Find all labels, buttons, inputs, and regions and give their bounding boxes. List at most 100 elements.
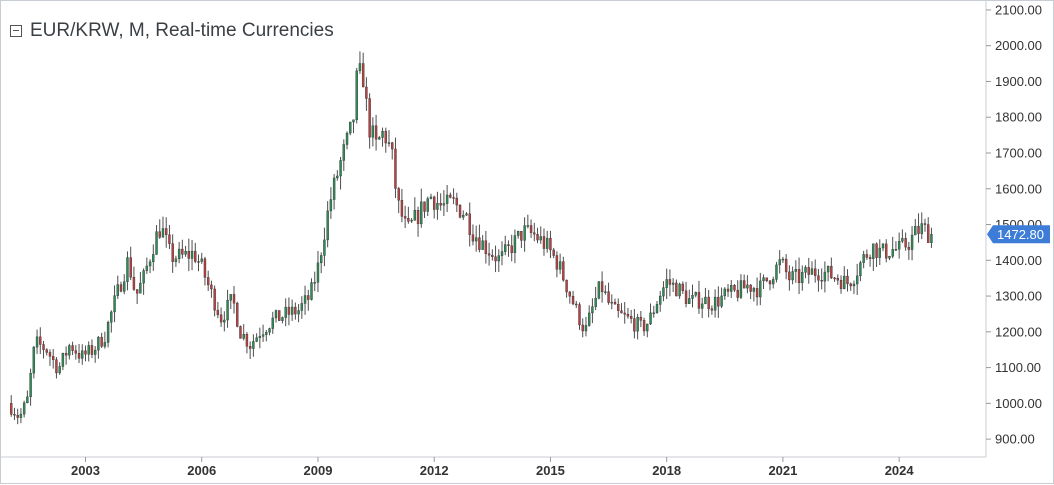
candles-layer — [10, 51, 933, 425]
candle — [717, 286, 720, 318]
candle — [604, 285, 607, 295]
candle — [135, 289, 139, 305]
candle — [416, 206, 420, 237]
candle — [52, 348, 55, 369]
candle — [730, 279, 733, 298]
candle — [58, 362, 61, 375]
candle — [504, 235, 507, 256]
candle — [226, 289, 229, 328]
y-tick-label: 1800.00 — [995, 110, 1042, 125]
candle — [636, 313, 639, 340]
candle — [668, 269, 672, 297]
candle — [584, 316, 588, 337]
candle — [397, 187, 400, 214]
candle — [152, 244, 155, 271]
candle — [387, 130, 391, 147]
candle — [349, 121, 352, 136]
candle — [610, 294, 613, 310]
candle — [843, 266, 846, 290]
candle — [491, 249, 494, 261]
y-tick-label: 1900.00 — [995, 74, 1042, 89]
candle — [510, 234, 513, 262]
candle — [384, 127, 387, 153]
candle — [700, 297, 704, 319]
candle — [342, 139, 345, 171]
candle — [865, 249, 869, 260]
candle — [623, 302, 626, 324]
candle — [646, 323, 649, 338]
candle — [613, 298, 617, 305]
candle — [436, 191, 439, 220]
candle — [171, 234, 174, 273]
candle — [210, 280, 213, 298]
candle — [494, 245, 497, 273]
candle — [420, 188, 423, 228]
candle — [533, 222, 536, 242]
candle — [642, 317, 646, 336]
candle — [497, 249, 500, 272]
candle — [836, 274, 840, 285]
candle — [762, 274, 765, 290]
candle — [423, 201, 426, 219]
candle — [784, 254, 788, 280]
candle — [723, 287, 726, 300]
candle — [578, 302, 581, 330]
candle — [487, 242, 491, 266]
candle — [61, 352, 65, 371]
candle — [126, 251, 129, 291]
candle — [177, 241, 181, 264]
candle — [659, 290, 662, 312]
candle — [216, 301, 220, 319]
candle — [268, 327, 271, 336]
candle — [839, 275, 843, 294]
x-tick-label: 2009 — [304, 463, 333, 478]
candle — [710, 305, 714, 315]
candle — [413, 197, 417, 221]
candle — [313, 271, 316, 292]
candle — [113, 285, 116, 323]
candle — [814, 259, 817, 283]
candle — [336, 170, 339, 181]
candle — [10, 395, 13, 417]
candle — [352, 119, 355, 134]
candle — [284, 298, 287, 327]
candle — [513, 229, 517, 264]
candle — [923, 218, 927, 232]
candle — [930, 227, 933, 248]
candle — [374, 114, 378, 151]
candle — [142, 268, 145, 295]
candle — [258, 327, 262, 349]
candle — [452, 188, 455, 205]
candle — [649, 303, 652, 325]
candle — [626, 307, 630, 319]
candle — [326, 201, 329, 248]
candle — [810, 261, 814, 275]
candle — [597, 281, 601, 300]
candle — [42, 340, 45, 359]
collapse-icon[interactable] — [10, 25, 22, 37]
y-tick-label: 2000.00 — [995, 38, 1042, 53]
candle — [203, 256, 207, 286]
candle — [678, 282, 681, 299]
candle — [920, 212, 923, 240]
candle — [433, 195, 436, 219]
candle — [100, 332, 103, 348]
candle — [484, 230, 488, 264]
candle — [662, 281, 665, 302]
y-tick-label: 1000.00 — [995, 396, 1042, 411]
candle — [148, 259, 152, 274]
price-axis: 900.00 1000.00 1100.00 1200.00 1300.00 1400.0… — [986, 2, 1042, 447]
candle — [32, 345, 36, 379]
candle — [255, 333, 258, 343]
candle — [129, 246, 132, 281]
candle — [429, 193, 433, 200]
candle — [310, 278, 313, 301]
candle — [481, 235, 484, 251]
candle — [197, 254, 200, 272]
candle — [223, 311, 226, 332]
candle — [26, 390, 29, 404]
candle — [720, 287, 723, 309]
candle — [852, 280, 856, 295]
candle — [807, 257, 810, 284]
